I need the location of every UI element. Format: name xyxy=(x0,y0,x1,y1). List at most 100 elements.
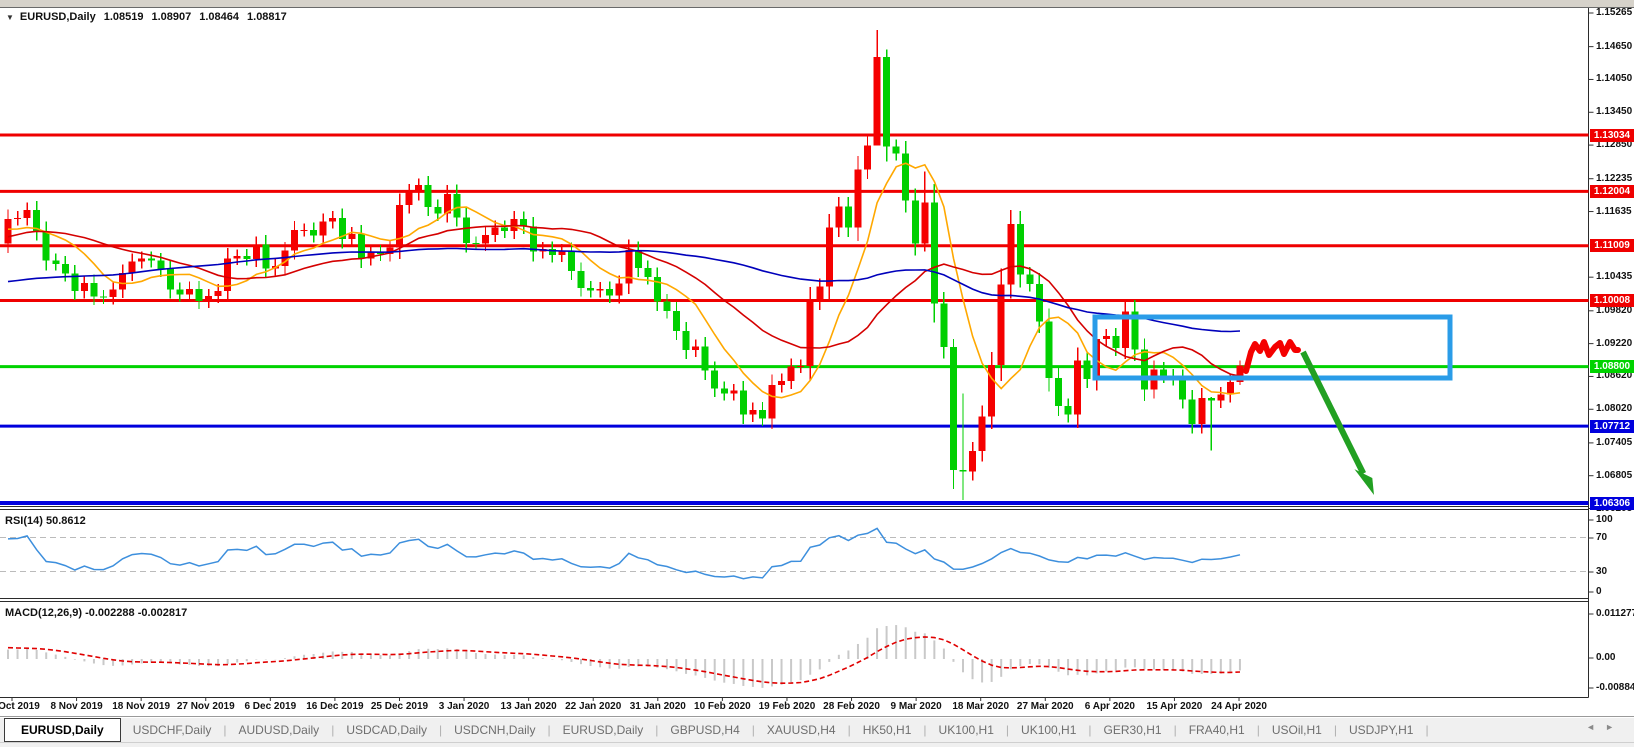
price-badge: 1.07712 xyxy=(1590,419,1634,433)
rsi-scale-label: 30 xyxy=(1596,566,1608,577)
ohlc-open: 1.08519 xyxy=(103,11,144,23)
price-tick-label: 1.08020 xyxy=(1596,403,1633,415)
date-label: 18 Nov 2019 xyxy=(112,701,171,712)
price-tick-label: 1.11635 xyxy=(1596,205,1632,217)
date-label: 28 Feb 2020 xyxy=(823,701,880,712)
rsi-pane xyxy=(0,527,1589,580)
date-label: 30 Oct 2019 xyxy=(0,701,40,712)
horizontal-levels[interactable] xyxy=(0,133,1589,506)
date-label: 18 Mar 2020 xyxy=(952,701,1010,712)
symbol-name: EURUSD,Daily xyxy=(19,11,96,23)
macd-pane xyxy=(7,625,1241,688)
price-tick-label: 1.14650 xyxy=(1596,40,1633,52)
tab-scroll-buttons: ◄► xyxy=(1586,722,1624,732)
tab-separator: | xyxy=(923,722,927,737)
price-badge: 1.11009 xyxy=(1590,239,1634,253)
tab-separator: | xyxy=(1005,722,1010,737)
status-strip xyxy=(0,742,1634,747)
price-tick-label: 1.09220 xyxy=(1596,337,1633,349)
date-label: 16 Dec 2019 xyxy=(306,701,364,712)
rsi-indicator-label: RSI(14) 50.8612 xyxy=(5,515,86,527)
drawn-arrow[interactable] xyxy=(1300,350,1374,495)
date-label: 19 Feb 2020 xyxy=(758,701,816,712)
chart-tab-bar: EURUSD,Daily USDCHF,Daily | AUDUSD,Daily | US… xyxy=(0,716,1634,742)
price-tick-label: 1.10435 xyxy=(1596,271,1633,283)
chart-tab-audusd-daily[interactable]: AUDUSD,Daily xyxy=(238,722,320,737)
tab-separator: | xyxy=(1425,722,1429,737)
symbol-dropdown-icon[interactable]: ▼ xyxy=(6,12,14,22)
macd-signal-line xyxy=(7,636,1241,685)
tab-separator: | xyxy=(547,722,551,737)
tab-separator: | xyxy=(1333,722,1337,737)
rsi-scale-label: 100 xyxy=(1596,514,1613,525)
price-tick-label: 1.14050 xyxy=(1596,73,1633,85)
rsi-scale-label: 70 xyxy=(1596,532,1608,543)
tab-separator: | xyxy=(655,722,659,737)
price-tick-label: 1.07405 xyxy=(1596,436,1633,448)
price-tick-label: 1.08620 xyxy=(1596,370,1633,382)
macd-scale-label: 0.00 xyxy=(1596,652,1616,663)
tab-scroll-left-icon[interactable]: ◄ xyxy=(1586,722,1606,732)
date-label: 22 Jan 2020 xyxy=(565,701,622,712)
chart-tab-usdcad-daily[interactable]: USDCAD,Daily xyxy=(346,722,427,737)
price-tick-label: 1.12235 xyxy=(1596,172,1633,184)
date-label: 6 Dec 2019 xyxy=(244,701,297,712)
date-label: 6 Apr 2020 xyxy=(1084,701,1135,712)
candlestick-series xyxy=(4,30,1244,501)
chart-tab-eurusd-daily[interactable]: EURUSD,Daily xyxy=(4,718,121,742)
chart-tab-ger30-h1[interactable]: GER30,H1 xyxy=(1103,722,1162,737)
chart-tab-usdcnh-daily[interactable]: USDCNH,Daily xyxy=(454,722,536,737)
macd-scale-label: -0.008845 xyxy=(1596,682,1634,693)
drawn-squiggle[interactable] xyxy=(1243,339,1301,374)
chart-tab-gbpusd-h4[interactable]: GBPUSD,H4 xyxy=(670,722,740,737)
ohlc-high: 1.08907 xyxy=(151,11,192,23)
price-tick-label: 1.12850 xyxy=(1596,139,1633,151)
rsi-scale-label: 0 xyxy=(1596,586,1602,597)
tab-separator: | xyxy=(751,722,755,737)
price-badge: 1.12004 xyxy=(1590,184,1634,198)
ma-line-mid xyxy=(7,224,1241,377)
date-label: 24 Apr 2020 xyxy=(1211,701,1267,712)
ma-line-fast xyxy=(7,162,1241,399)
macd-scale-label: 0.011277 xyxy=(1596,608,1634,619)
price-badge: 1.08800 xyxy=(1590,360,1634,374)
macd-indicator-label: MACD(12,26,9) -0.002288 -0.002817 xyxy=(5,607,188,619)
tab-separator: | xyxy=(847,722,851,737)
date-label: 15 Apr 2020 xyxy=(1146,701,1203,712)
chart-tab-fra40-h1[interactable]: FRA40,H1 xyxy=(1188,722,1245,737)
date-label: 27 Mar 2020 xyxy=(1016,701,1074,712)
date-label: 8 Nov 2019 xyxy=(50,701,103,712)
tab-scroll-right-icon[interactable]: ► xyxy=(1605,722,1624,732)
chart-tab-eurusd-daily[interactable]: EURUSD,Daily xyxy=(562,722,644,737)
ohlc-low: 1.08464 xyxy=(199,11,240,23)
tab-separator: | xyxy=(331,722,335,737)
price-badge: 1.13034 xyxy=(1590,128,1634,142)
date-label: 25 Dec 2019 xyxy=(370,701,429,712)
tab-separator: | xyxy=(223,722,227,737)
tab-separator: | xyxy=(439,722,443,737)
window-top-strip xyxy=(0,0,1634,8)
tab-separator: | xyxy=(1088,722,1092,737)
drawn-rectangle[interactable] xyxy=(1092,314,1453,381)
chart-tab-usdchf-daily[interactable]: USDCHF,Daily xyxy=(132,722,212,737)
chart-tab-uk100-h1[interactable]: UK100,H1 xyxy=(1021,722,1077,737)
moving-averages xyxy=(7,162,1241,399)
chart-tab-uk100-h1[interactable]: UK100,H1 xyxy=(938,722,994,737)
date-label: 31 Jan 2020 xyxy=(629,701,686,712)
date-label: 13 Jan 2020 xyxy=(500,701,557,712)
tab-separator: | xyxy=(1173,722,1177,737)
date-label: 10 Feb 2020 xyxy=(694,701,751,712)
price-tick-label: 1.06805 xyxy=(1596,469,1633,481)
date-label: 9 Mar 2020 xyxy=(890,701,942,712)
ma-line-slow xyxy=(7,247,1241,333)
price-tick-label: 1.09820 xyxy=(1596,304,1633,316)
price-badge: 1.06306 xyxy=(1590,496,1634,510)
chart-tab-usoil-h1[interactable]: USOil,H1 xyxy=(1271,722,1322,737)
chart-tab-hk50-h1[interactable]: HK50,H1 xyxy=(862,722,912,737)
chart-tab-usdjpy-h1[interactable]: USDJPY,H1 xyxy=(1348,722,1414,737)
chart-tab-xauusd-h4[interactable]: XAUUSD,H4 xyxy=(766,722,836,737)
price-tick-label: 1.15265 xyxy=(1596,7,1633,18)
tab-separator: | xyxy=(1256,722,1260,737)
rsi-line xyxy=(7,527,1241,580)
